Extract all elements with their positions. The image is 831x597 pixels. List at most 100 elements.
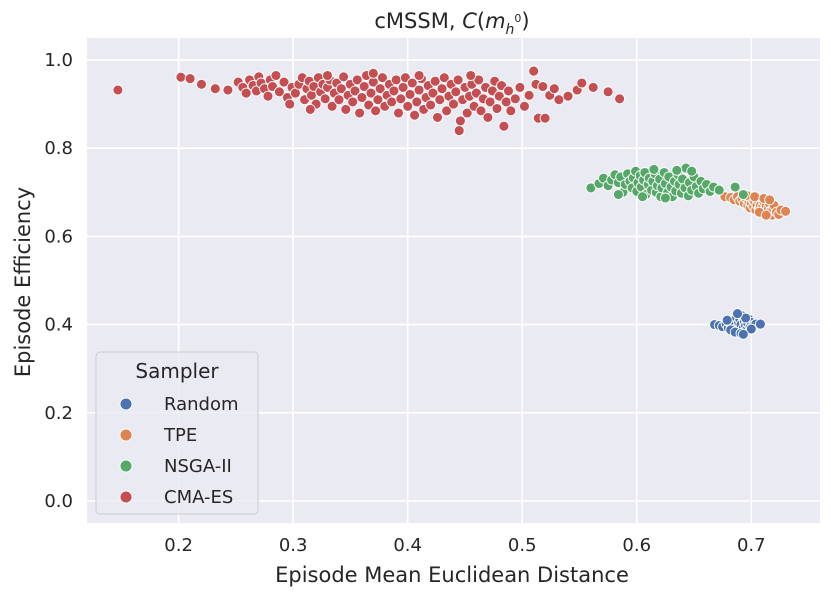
data-point <box>388 85 400 97</box>
data-point <box>562 90 574 102</box>
data-point <box>196 78 207 90</box>
data-point <box>402 100 414 112</box>
data-point <box>393 107 404 119</box>
data-point <box>395 93 407 105</box>
data-point <box>671 164 683 176</box>
series-nsga-ii <box>585 162 749 204</box>
data-point <box>374 83 386 95</box>
data-point <box>222 84 234 96</box>
data-point <box>528 65 540 77</box>
data-point <box>500 96 512 108</box>
data-point <box>465 70 477 81</box>
legend: Sampler Random TPE NSGA-II CMA-ES <box>95 351 259 515</box>
data-point <box>175 71 187 83</box>
x-axis-label: Episode Mean Euclidean Distance <box>275 563 629 587</box>
series-random <box>709 308 766 340</box>
data-point <box>278 76 290 88</box>
data-point <box>441 105 453 117</box>
data-point <box>273 86 285 98</box>
data-point <box>721 314 733 326</box>
data-point <box>438 72 450 84</box>
data-point <box>262 90 274 102</box>
data-point <box>491 103 503 114</box>
data-point <box>539 112 551 124</box>
data-point <box>112 84 124 96</box>
legend-marker <box>119 459 133 473</box>
data-point <box>413 70 425 81</box>
data-point <box>340 103 352 115</box>
data-point <box>413 84 425 96</box>
data-point <box>436 83 448 95</box>
data-point <box>453 125 465 137</box>
data-point <box>370 105 382 117</box>
data-point <box>713 184 725 196</box>
data-point <box>326 100 338 112</box>
data-point <box>612 189 624 200</box>
data-point <box>553 94 565 106</box>
data-point <box>537 81 549 92</box>
data-point <box>409 109 421 121</box>
data-point <box>454 115 466 127</box>
data-point <box>732 308 743 320</box>
data-point <box>434 94 446 106</box>
legend-label: NSGA-II <box>164 456 232 477</box>
data-point <box>358 81 370 92</box>
data-point <box>764 194 776 206</box>
data-point <box>505 105 517 117</box>
y-tick-label: 0.6 <box>44 226 73 247</box>
x-tick-label: 0.5 <box>508 535 537 556</box>
data-point <box>349 85 361 97</box>
data-point <box>284 98 296 110</box>
data-point <box>648 163 660 175</box>
y-tick-label: 0.8 <box>44 138 73 159</box>
data-point <box>509 93 521 105</box>
chart-title: cMSSM, C(mh0) <box>374 9 529 38</box>
data-point <box>367 67 379 79</box>
data-point <box>270 70 282 81</box>
data-point <box>406 77 418 89</box>
legend-box <box>95 351 259 515</box>
x-tick-label: 0.7 <box>737 535 766 556</box>
data-point <box>475 105 487 117</box>
data-point <box>377 72 388 84</box>
legend-label: Random <box>164 394 239 415</box>
data-point <box>745 323 757 335</box>
data-point <box>576 77 588 89</box>
y-axis-label: Episode Efficiency <box>11 187 35 377</box>
x-tick-labels: 0.2 0.3 0.4 0.5 0.6 0.7 <box>164 535 765 556</box>
data-point <box>335 83 347 95</box>
data-point <box>686 165 698 177</box>
x-tick-label: 0.4 <box>393 535 422 556</box>
legend-label: TPE <box>163 425 197 446</box>
data-point <box>304 103 316 115</box>
data-point <box>432 111 443 123</box>
data-point <box>737 189 749 200</box>
data-point <box>754 318 766 330</box>
data-point <box>411 96 423 108</box>
data-point <box>404 88 416 100</box>
data-point <box>548 83 560 95</box>
legend-marker <box>119 428 133 442</box>
data-point <box>386 96 398 108</box>
data-point <box>356 92 368 103</box>
data-point <box>637 191 648 203</box>
data-point <box>209 83 221 95</box>
data-point <box>749 191 761 203</box>
data-point <box>319 93 331 105</box>
data-point <box>425 99 437 111</box>
legend-title: Sampler <box>135 359 219 383</box>
data-point <box>427 87 439 99</box>
series-cma-es <box>112 65 626 137</box>
data-point <box>519 100 530 112</box>
legend-marker <box>119 490 133 504</box>
data-point <box>780 205 792 217</box>
x-tick-label: 0.6 <box>622 535 651 556</box>
data-point <box>184 73 196 85</box>
data-point <box>484 96 496 108</box>
data-point <box>448 98 459 110</box>
data-point <box>760 209 772 221</box>
y-tick-labels: 0.0 0.2 0.4 0.6 0.8 1.0 <box>44 50 73 512</box>
data-point <box>338 71 350 83</box>
y-tick-label: 1.0 <box>44 50 73 71</box>
